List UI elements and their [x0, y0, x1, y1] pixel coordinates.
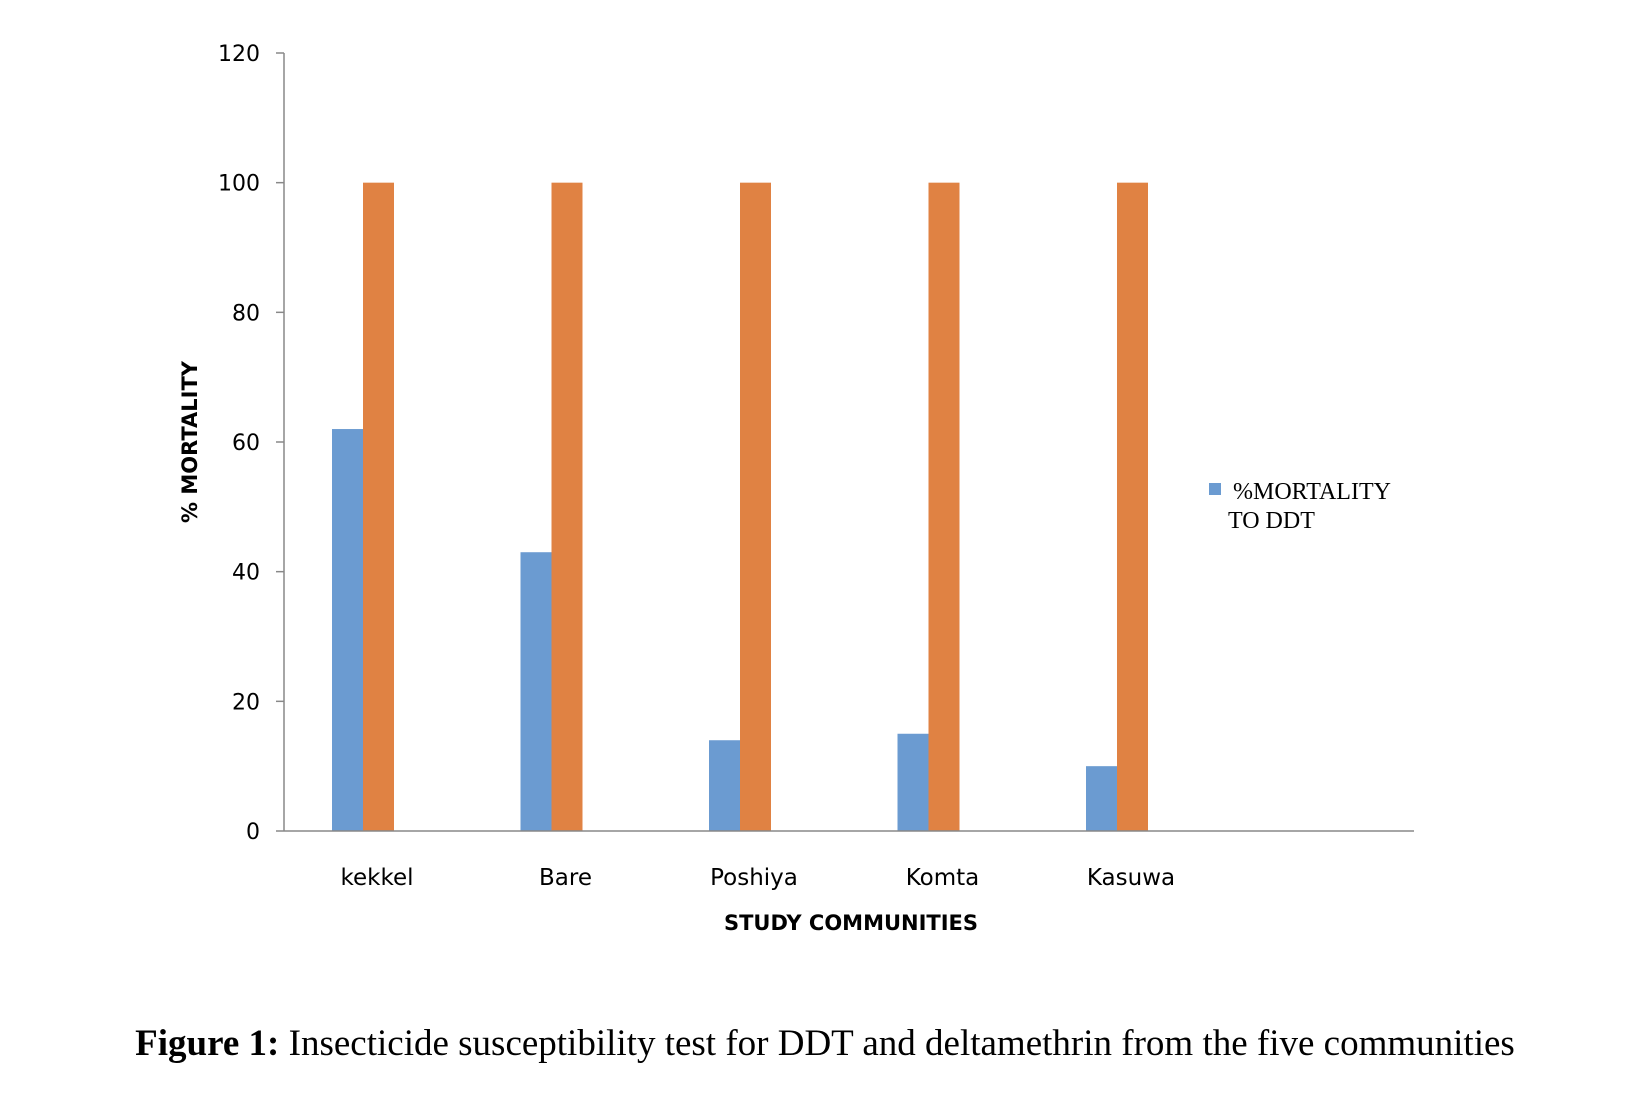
y-tick-label-120: 120	[218, 42, 260, 67]
bar-series2-bare	[551, 182, 583, 831]
y-tick-label-60: 60	[232, 431, 260, 456]
legend-label-line-2: TO DDT	[1228, 508, 1315, 534]
y-tick-label-100: 100	[218, 172, 260, 197]
bar-chart: 0 20 40 60 80 100 120 kekkel Bare Poshiya Komta Ka…	[178, 42, 1414, 935]
bar-series2-poshiya	[740, 182, 771, 831]
figure-caption: Figure 1: Insecticide susceptibility tes…	[0, 1022, 1650, 1065]
bar-series2-kekkel	[363, 182, 394, 831]
x-tick-label-kasuwa: Kasuwa	[1087, 865, 1175, 891]
x-tick-label-bare: Bare	[539, 865, 592, 891]
bar-series1-komta	[897, 733, 929, 831]
bar-series1-kekkel	[332, 429, 363, 831]
y-tick-label-20: 20	[232, 690, 260, 715]
x-tick-label-poshiya: Poshiya	[710, 865, 798, 891]
legend-label-ddt: %MORTALITY TO DDT	[1228, 479, 1396, 534]
y-tick-label-80: 80	[232, 301, 260, 326]
y-ticks-group: 0 20 40 60 80 100 120	[218, 42, 284, 845]
legend-swatch-ddt	[1209, 483, 1221, 495]
bar-series2-komta	[928, 182, 960, 831]
x-labels-group: kekkel Bare Poshiya Komta Kasuwa	[340, 865, 1175, 891]
figure-caption-text: Insecticide susceptibility test for DDT …	[279, 1023, 1515, 1064]
figure-caption-label: Figure 1:	[135, 1023, 280, 1064]
bar-series1-poshiya	[709, 740, 740, 831]
bar-series1-bare	[520, 552, 552, 831]
bar-series1-kasuwa	[1086, 766, 1117, 831]
x-tick-label-kekkel: kekkel	[340, 865, 413, 891]
legend: %MORTALITY TO DDT	[1209, 479, 1396, 534]
y-axis-title: % MORTALITY	[178, 360, 202, 523]
bar-series2-kasuwa	[1117, 182, 1148, 831]
y-tick-label-0: 0	[246, 820, 260, 845]
y-tick-label-40: 40	[232, 561, 260, 586]
x-axis-title: STUDY COMMUNITIES	[724, 911, 978, 935]
bars-group	[332, 182, 1148, 831]
legend-label-line-1: %MORTALITY	[1233, 479, 1391, 505]
x-tick-label-komta: Komta	[906, 865, 980, 891]
